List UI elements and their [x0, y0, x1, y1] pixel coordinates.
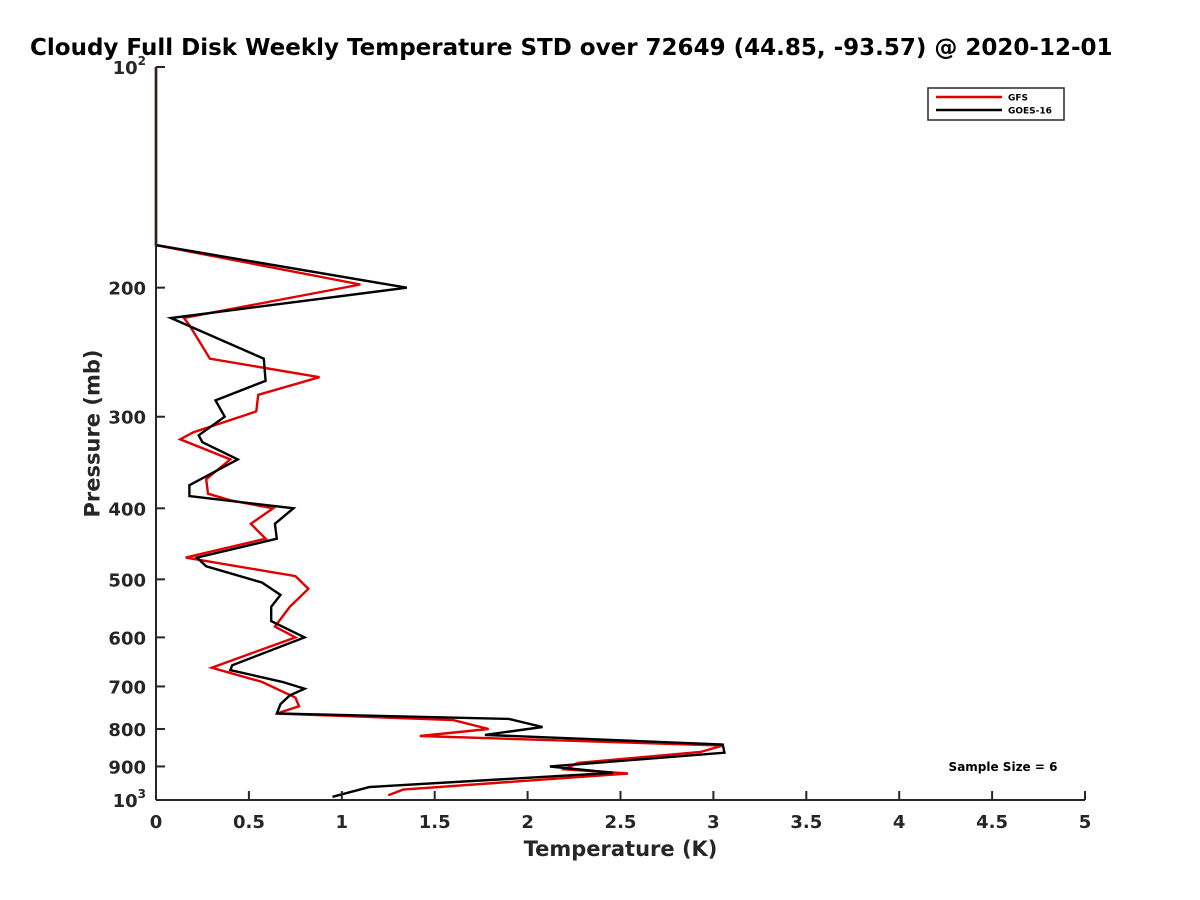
- y-axis-label: Pressure (mb): [80, 350, 104, 518]
- x-tick-label: 4.5: [976, 812, 1008, 833]
- x-tick-label: 3.5: [790, 812, 822, 833]
- x-tick-label: 1.5: [419, 812, 451, 833]
- x-tick-label: 2: [521, 812, 534, 833]
- plot-area: 0 0.5 1 1.5 2 2.5 3 3.5 4 4.5 5 102 200 300 400 500 600…: [108, 54, 1091, 833]
- x-axis-ticks: 0 0.5 1 1.5 2 2.5 3 3.5 4 4.5 5: [150, 791, 1092, 833]
- y-tick-label: 600: [108, 628, 146, 649]
- y-tick-label: 200: [108, 279, 146, 300]
- chart-legend: GFS GOES-16: [927, 87, 1065, 121]
- series-line-goes-16: [154, 67, 726, 798]
- x-tick-label: 3: [707, 812, 720, 833]
- y-tick-label: 700: [108, 677, 146, 698]
- series-layer: [154, 67, 726, 798]
- y-tick-label: 800: [108, 720, 146, 741]
- y-tick-label: 103: [113, 787, 146, 812]
- y-tick-label: 400: [108, 499, 146, 520]
- x-tick-label: 5: [1079, 812, 1092, 833]
- legend-box: [927, 87, 1065, 121]
- y-tick-label: 300: [108, 408, 146, 429]
- x-tick-label: 1: [336, 812, 349, 833]
- x-tick-label: 4: [893, 812, 906, 833]
- x-tick-label: 0: [150, 812, 163, 833]
- y-axis-ticks: 102 200 300 400 500 600 700 800 900 103: [108, 54, 165, 812]
- x-tick-label: 2.5: [605, 812, 637, 833]
- x-tick-label: 0.5: [233, 812, 265, 833]
- legend-label-goes-16: GOES-16: [1008, 107, 1052, 117]
- y-tick-label: 500: [108, 570, 146, 591]
- chart-title: Cloudy Full Disk Weekly Temperature STD …: [30, 35, 1113, 61]
- x-axis-label: Temperature (K): [524, 837, 718, 861]
- y-tick-label: 102: [113, 54, 146, 79]
- y-tick-label: 900: [108, 757, 146, 778]
- sample-size-annotation: Sample Size = 6: [949, 760, 1058, 774]
- legend-label-gfs: GFS: [1008, 94, 1028, 104]
